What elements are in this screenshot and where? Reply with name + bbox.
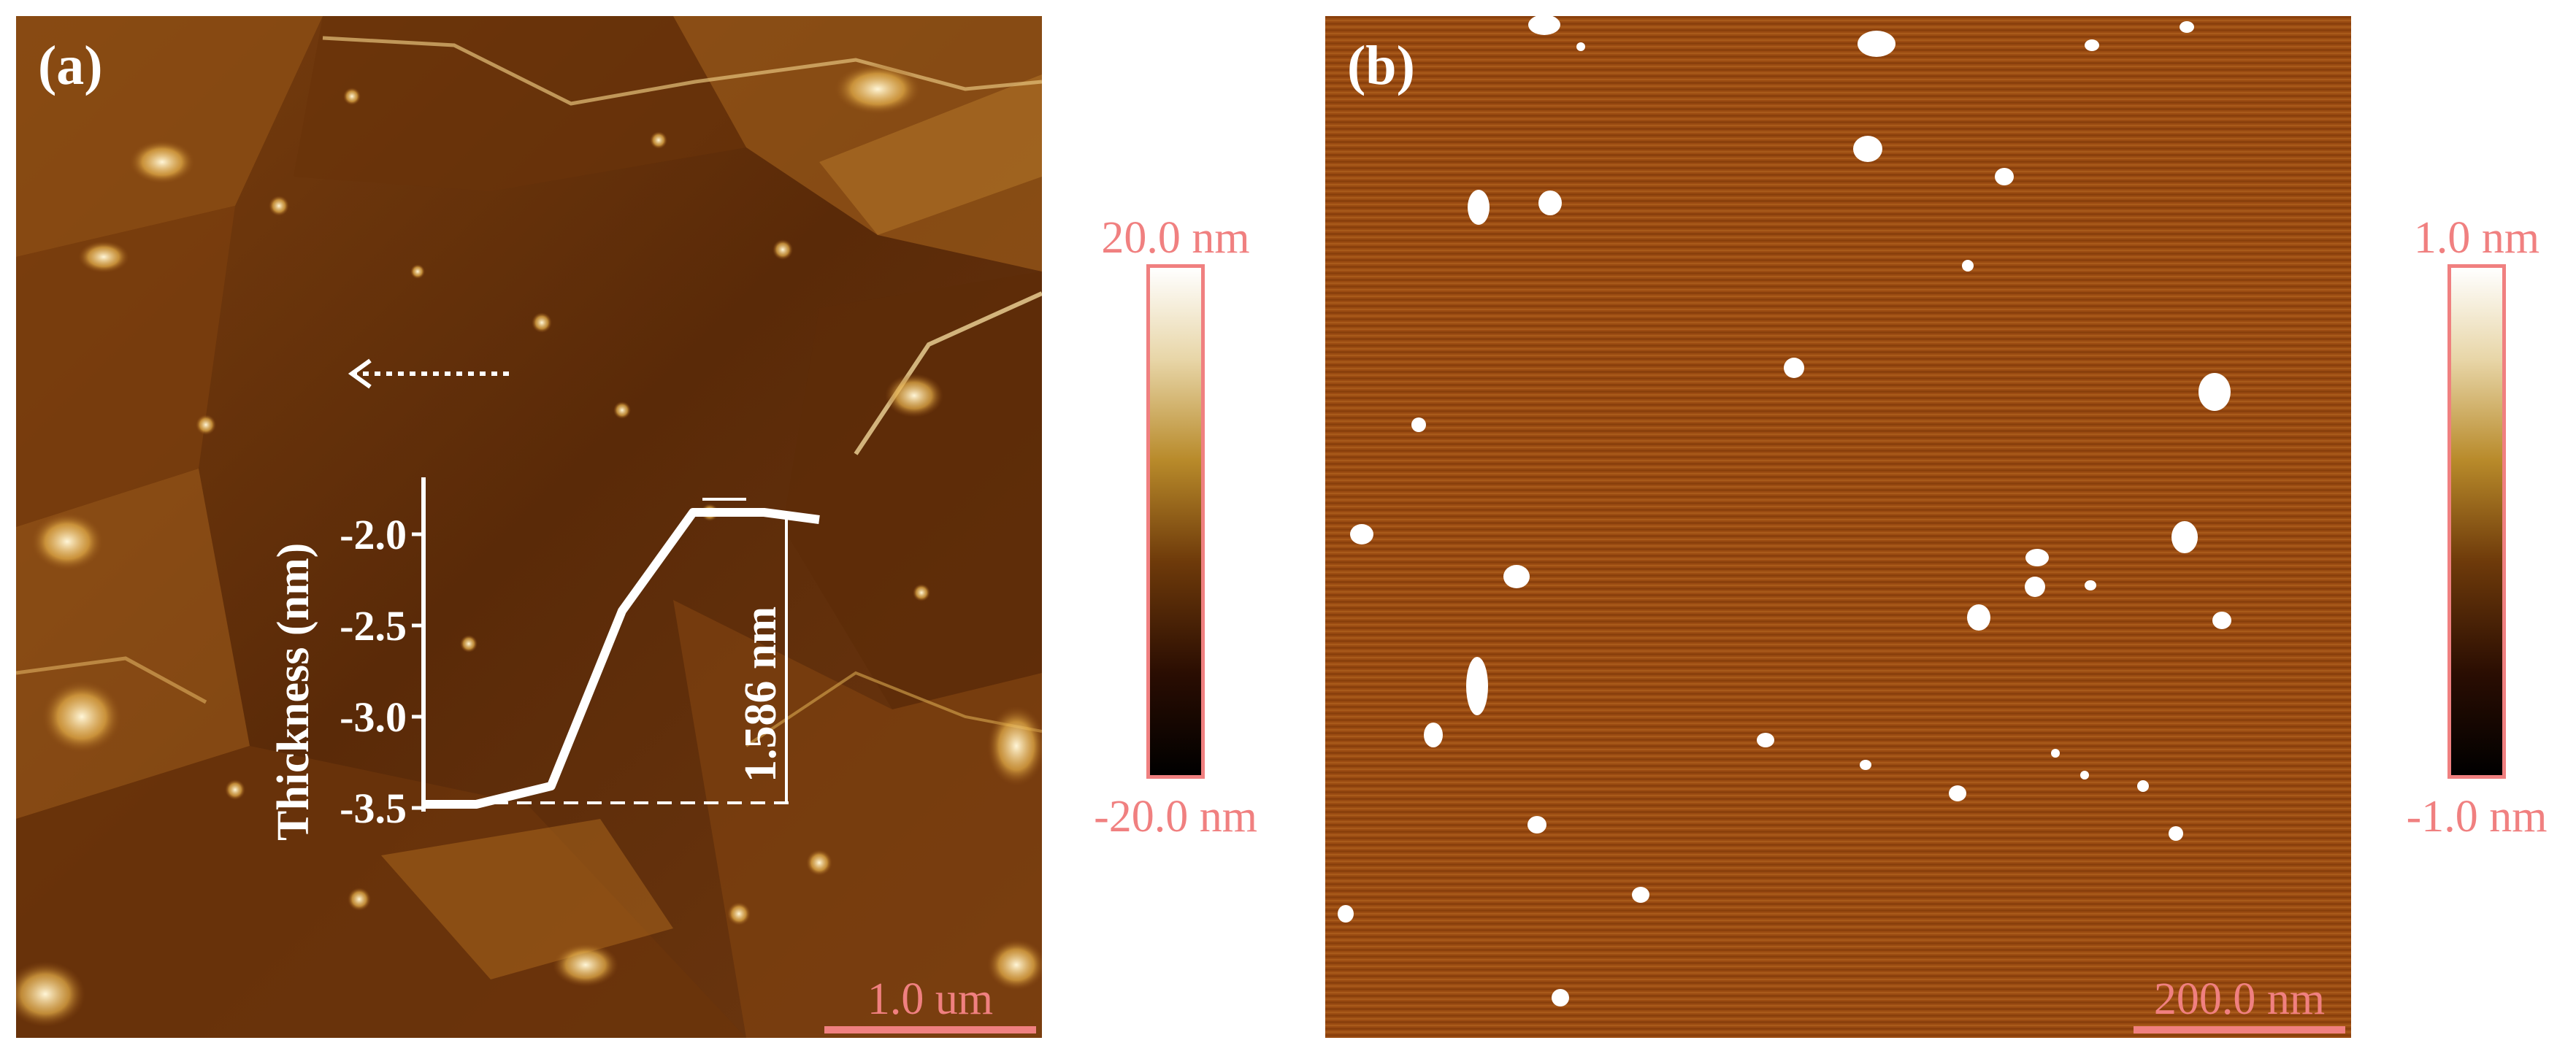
afm-image-b: (b) 200.0 nm (1325, 16, 2351, 1038)
dotted-arrow (348, 358, 509, 389)
colorbar-min-label-b: -1.0 nm (2406, 792, 2548, 842)
panel-label-b: (b) (1347, 35, 1415, 96)
step-height-label: 1.586 nm (736, 607, 786, 782)
inset-y-label: Thickness (nm) (269, 543, 318, 841)
profile-curve (425, 508, 820, 809)
inset-ytick-label-3: -3.5 (340, 785, 407, 832)
colorbar-max-label-a: 20.0 nm (1101, 213, 1250, 263)
height-colorbar-a (1146, 264, 1205, 779)
scale-bar-label-a: 1.0 um (867, 974, 994, 1024)
afm-topography-a: -2.0 -2.5 -3.0 -3.5 Thickness (nm) 1.586 nm (16, 16, 1042, 1038)
scale-bar-b: 200.0 nm (2134, 977, 2345, 1033)
afm-topography-b (1325, 16, 2351, 1038)
scale-bar-line-b (2134, 1026, 2345, 1033)
inset-ytick-label-0: -2.0 (340, 511, 407, 558)
panel-label-a: (a) (38, 35, 103, 96)
afm-particles-b (1338, 16, 2231, 1006)
afm-image-a: -2.0 -2.5 -3.0 -3.5 Thickness (nm) 1.586 nm… (16, 16, 1042, 1038)
afm-particles-a (16, 63, 1042, 1027)
height-colorbar-b (2447, 264, 2506, 779)
scale-bar-a: 1.0 um (824, 977, 1036, 1033)
thickness-profile-inset: -2.0 -2.5 -3.0 -3.5 Thickness (nm) 1.586 nm (269, 477, 820, 841)
inset-ytick-label-2: -3.0 (340, 693, 407, 741)
scale-bar-label-b: 200.0 nm (2153, 974, 2326, 1024)
inset-ytick-label-1: -2.5 (340, 602, 407, 650)
colorbar-max-label-b: 1.0 nm (2413, 213, 2540, 263)
scale-bar-line-a (824, 1026, 1036, 1033)
colorbar-min-label-a: -20.0 nm (1094, 792, 1257, 842)
